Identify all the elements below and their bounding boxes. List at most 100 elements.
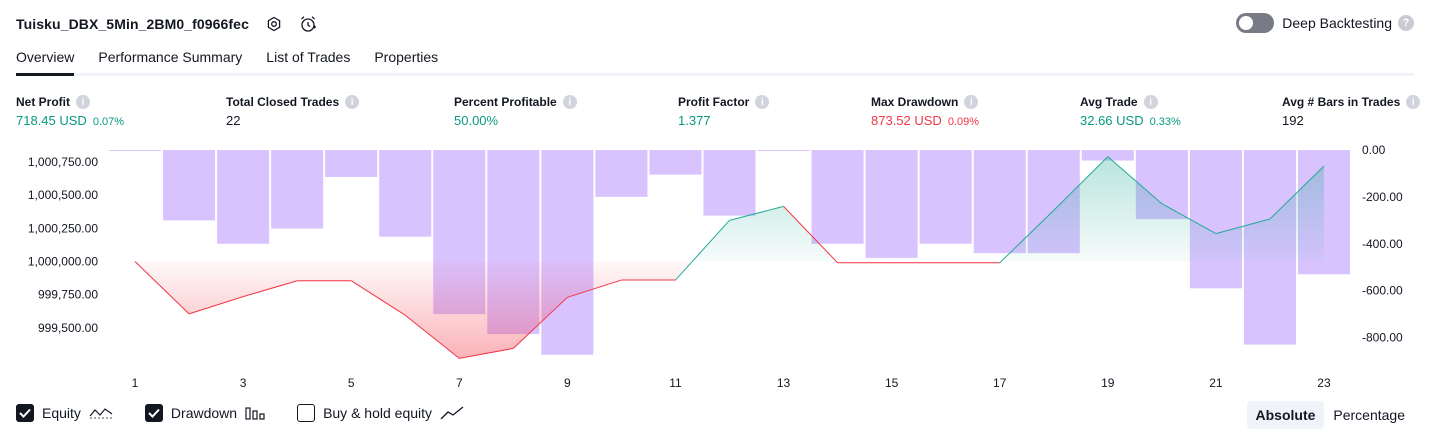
x-axis-tick-label: 7 — [456, 376, 463, 390]
equity-loss-area — [135, 261, 1002, 359]
metric-value: 22 — [226, 113, 241, 128]
legend-equity[interactable]: Equity — [16, 404, 113, 422]
drawdown-bar — [919, 150, 972, 244]
metric-max-drawdown: Max Drawdown i 873.52 USD 0.09% — [871, 94, 979, 129]
legend-label: Drawdown — [170, 405, 238, 421]
left-axis-tick-label: 1,000,250.00 — [28, 221, 98, 235]
metric-value: 1.377 — [678, 113, 711, 128]
drawdown-bar — [1081, 150, 1134, 161]
x-axis-tick-label: 13 — [777, 376, 791, 390]
equity-line-segment — [729, 205, 784, 221]
metric-profit-factor: Profit Factor i 1.377 — [678, 94, 770, 129]
right-axis-tick-label: -800.00 — [1362, 331, 1403, 345]
info-icon[interactable]: i — [562, 95, 577, 109]
equity-line-segment — [404, 314, 460, 359]
equity-line-segment — [675, 219, 730, 281]
mode-absolute-button[interactable]: Absolute — [1246, 401, 1325, 429]
metric-label: Avg Trade — [1080, 95, 1138, 109]
tab-bar: Overview Performance Summary List of Tra… — [16, 44, 1414, 76]
equity-line-segment — [567, 279, 622, 298]
left-axis-tick-label: 1,000,000.00 — [28, 254, 98, 268]
equity-line-segment — [512, 296, 568, 349]
metric-avg-bars-in-trades: Avg # Bars in Trades i 192 — [1282, 94, 1421, 129]
drawdown-bar — [1189, 150, 1242, 289]
drawdown-bar — [379, 150, 432, 237]
settings-gear-icon[interactable] — [265, 15, 283, 33]
mode-percentage-button[interactable]: Percentage — [1333, 407, 1405, 423]
metric-value: 50.00% — [454, 113, 499, 128]
x-axis-tick-label: 21 — [1209, 376, 1223, 390]
drawdown-bar — [703, 150, 756, 216]
x-axis-tick-label: 15 — [885, 376, 899, 390]
metric-label: Net Profit — [16, 95, 70, 109]
right-axis-tick-label: -200.00 — [1362, 190, 1403, 204]
metric-label: Total Closed Trades — [226, 95, 340, 109]
x-axis-tick-label: 9 — [564, 376, 571, 390]
drawdown-bar — [271, 150, 324, 229]
tab-properties[interactable]: Properties — [374, 49, 439, 65]
buy-hold-line-icon — [440, 406, 464, 420]
right-axis-tick-label: -600.00 — [1362, 284, 1403, 298]
info-icon[interactable]: i — [755, 95, 770, 109]
legend-buy-hold-equity[interactable]: Buy & hold equity — [297, 404, 464, 422]
tab-list-of-trades[interactable]: List of Trades — [266, 49, 351, 65]
drawdown-bar — [325, 150, 378, 177]
metric-percent: 0.09% — [947, 116, 980, 128]
equity-line-segment — [1053, 156, 1109, 211]
drawdown-bar — [541, 150, 594, 355]
drawdown-bar — [109, 150, 162, 151]
equity-line-segment — [242, 280, 298, 298]
metric-percent: 0.07% — [92, 116, 125, 128]
toggle-knob — [1239, 16, 1254, 30]
display-mode-switch: Absolute Percentage — [1246, 401, 1415, 429]
metric-value: 32.66 USD — [1080, 113, 1144, 128]
equity-chart[interactable]: 1,000,750.00 1,000,500.00 1,000,250.00 1,00… — [0, 140, 1431, 396]
right-axis-tick-label: -400.00 — [1362, 237, 1403, 251]
info-icon[interactable]: i — [76, 95, 90, 109]
x-axis-tick-label: 17 — [993, 376, 1007, 390]
metric-net-profit: Net Profit i 718.45 USD 0.07% — [16, 94, 124, 129]
equity-line-segment — [350, 280, 406, 316]
legend-label: Buy & hold equity — [323, 405, 433, 421]
metric-value: 873.52 USD — [871, 113, 942, 128]
tab-performance-summary[interactable]: Performance Summary — [98, 49, 243, 65]
equity-profit-area — [692, 156, 1324, 262]
x-axis-tick-label: 23 — [1317, 376, 1331, 390]
chart-legend: Equity Drawdown Buy & hold equity — [16, 404, 496, 422]
x-axis-tick-label: 19 — [1101, 376, 1115, 390]
drawdown-bar — [973, 150, 1026, 254]
metric-label: Percent Profitable — [454, 95, 557, 109]
tab-overview[interactable]: Overview — [16, 44, 75, 76]
info-icon[interactable]: i — [1143, 95, 1158, 109]
checkbox-checked-icon[interactable] — [144, 404, 163, 422]
legend-label: Equity — [42, 405, 81, 421]
metric-value: 192 — [1282, 113, 1304, 128]
x-axis-tick-label: 1 — [132, 376, 139, 390]
equity-line-segment — [1107, 156, 1163, 205]
deep-backtesting-toggle[interactable] — [1236, 13, 1275, 33]
drawdown-bars-icon — [245, 406, 265, 420]
legend-drawdown[interactable]: Drawdown — [144, 404, 265, 422]
alarm-clock-icon[interactable] — [299, 15, 317, 33]
drawdown-bar — [163, 150, 216, 221]
checkbox-checked-icon[interactable] — [16, 404, 34, 422]
strategy-title: Tuisku_DBX_5Min_2BM0_f0966fec — [16, 16, 249, 32]
checkbox-unchecked-icon[interactable] — [297, 404, 316, 422]
metric-percent: 0.33% — [1149, 116, 1181, 128]
equity-line-segment — [1269, 165, 1325, 220]
info-icon[interactable]: i — [1406, 95, 1421, 109]
deep-backtesting-label: Deep Backtesting — [1282, 15, 1392, 31]
info-icon[interactable]: i — [964, 95, 979, 109]
equity-line-segment — [999, 210, 1055, 264]
drawdown-bar — [865, 150, 918, 258]
metric-label: Max Drawdown — [871, 95, 959, 109]
info-icon[interactable]: i — [345, 95, 360, 109]
metric-total-closed-trades: Total Closed Trades i 22 — [226, 94, 360, 129]
drawdown-bar — [811, 150, 864, 244]
help-icon[interactable]: ? — [1398, 15, 1414, 31]
equity-line-segment — [134, 261, 190, 315]
deep-backtesting: Deep Backtesting ? — [1236, 13, 1414, 33]
equity-line-segment — [459, 347, 514, 359]
metric-label: Avg # Bars in Trades — [1282, 95, 1401, 109]
equity-line-segment — [1215, 218, 1271, 235]
